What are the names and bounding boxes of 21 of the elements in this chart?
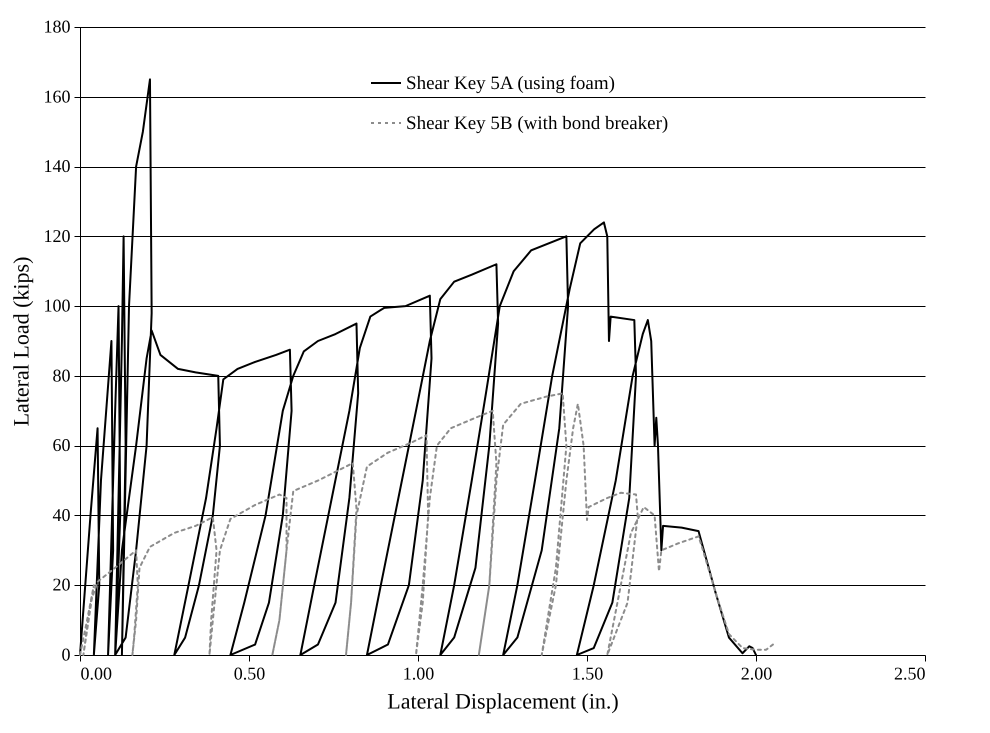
y-tick-label: 160 (44, 86, 70, 106)
y-tick-label: 40 (52, 504, 70, 525)
x-tick-label: 1.00 (402, 664, 434, 684)
y-tick-label: 0 (62, 644, 70, 664)
x-tick-label: 0.00 (80, 664, 112, 684)
y-tick-label: 80 (52, 365, 70, 386)
y-tick-label: 100 (44, 296, 70, 316)
y-tick-label: 120 (44, 226, 70, 246)
y-tick-label: 20 (52, 574, 70, 595)
y-tick-label: 180 (44, 16, 70, 36)
y-tick-label: 140 (44, 156, 70, 176)
legend-label: Shear Key 5A (using foam) (406, 73, 615, 94)
x-axis-title: Lateral Displacement (in.) (387, 688, 619, 714)
x-tick-label: 2.00 (740, 664, 772, 684)
x-tick-label: 2.50 (894, 664, 926, 684)
y-axis-title: Lateral Load (kips) (8, 256, 34, 426)
x-tick-label: 1.50 (572, 664, 604, 684)
line-series (79, 392, 774, 656)
legend-label: Shear Key 5B (with bond breaker) (406, 113, 668, 134)
x-tick-label: 0.50 (234, 664, 266, 684)
y-tick-label: 60 (52, 435, 70, 456)
